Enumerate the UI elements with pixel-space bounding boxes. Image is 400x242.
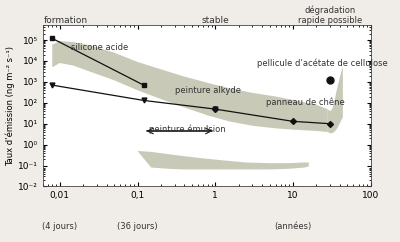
Text: silicone acide: silicone acide	[71, 43, 128, 52]
Polygon shape	[328, 67, 343, 133]
Text: pellicule d’acétate de cellulose: pellicule d’acétate de cellulose	[258, 58, 388, 68]
Text: stable: stable	[201, 16, 229, 25]
Y-axis label: Taux d’émission (ng m⁻² s⁻¹): Taux d’émission (ng m⁻² s⁻¹)	[6, 46, 15, 166]
Text: (36 jours): (36 jours)	[117, 222, 158, 231]
Text: dégradation
rapide possible: dégradation rapide possible	[298, 6, 362, 25]
Polygon shape	[138, 151, 309, 169]
Text: (4 jours): (4 jours)	[42, 222, 77, 231]
Text: (années): (années)	[274, 222, 312, 231]
Text: formation: formation	[44, 16, 88, 25]
Text: panneau de chêne: panneau de chêne	[266, 98, 345, 107]
Text: peinture émulsion: peinture émulsion	[149, 125, 226, 134]
Polygon shape	[52, 41, 328, 132]
Text: peinture alkyde: peinture alkyde	[174, 86, 240, 95]
